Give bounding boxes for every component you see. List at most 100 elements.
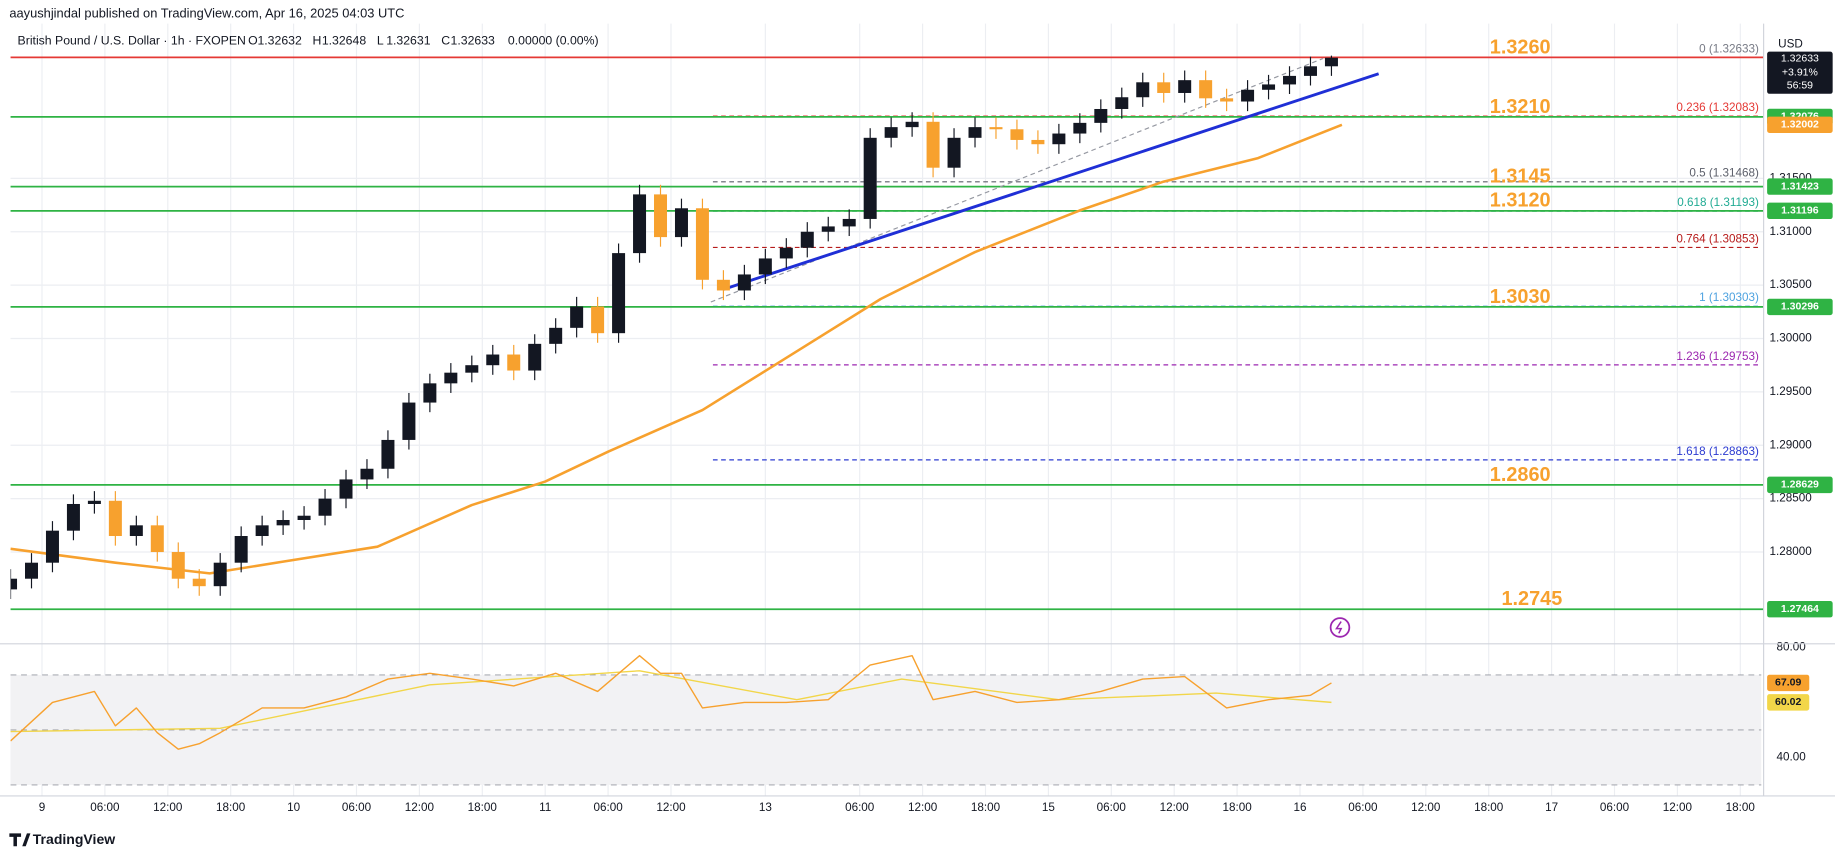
y-tick-label: 1.28000 [1769,545,1812,558]
candle-body [234,536,248,563]
candle-body [423,383,437,403]
candle-body [1010,129,1024,140]
event-icon-bolt [1335,621,1343,634]
candle-body [1115,97,1129,109]
level-badge [1767,476,1833,494]
x-tick-label: 06:00 [1097,801,1127,814]
fib-label: 1.618 (1.28863) [1676,445,1759,458]
candle-body [87,500,101,504]
candle-body [842,218,856,227]
x-tick-label: 12:00 [153,801,183,814]
ohlc-value: 1.32633 [451,33,496,47]
candle-body [779,247,793,259]
trendline [722,72,1380,291]
level-annotation: 1.2860 [1490,464,1551,486]
ohlc-key: O [248,33,258,47]
candle-body [213,562,227,587]
x-tick-label: 12:00 [405,801,435,814]
published-info: aayushjindal published on TradingView.co… [9,6,404,21]
level-badge [1767,601,1833,618]
x-tick-label: 13 [759,801,772,814]
y-tick-label: 1.30000 [1769,332,1812,345]
x-tick-label: 06:00 [593,801,623,814]
x-tick-label: 12:00 [908,801,938,814]
level-annotation: 1.3210 [1490,96,1551,118]
rsi-badge [1767,694,1810,711]
candle-body [612,253,626,334]
rsi-line [10,654,1332,750]
level-badge [1767,178,1833,195]
currency: USD [1778,38,1803,51]
moving-average [10,123,1343,575]
level-badge-label: 1.28629 [1781,479,1819,491]
x-tick-label: 12:00 [1663,801,1693,814]
candle-body [1136,82,1150,98]
candle-body [1220,98,1234,102]
candle-body [318,498,332,516]
candle-body [1052,133,1066,145]
level-badge-label: 1.31196 [1781,205,1819,217]
y-tick-label: 1.29000 [1769,438,1812,451]
x-tick-label: 06:00 [342,801,372,814]
ohlc-key: C [441,33,450,47]
candle-body [24,562,38,579]
x-tick-label: 12:00 [1411,801,1441,814]
candle-body [633,194,647,254]
level-annotation: 1.3145 [1490,165,1551,187]
x-tick-label: 18:00 [1474,801,1504,814]
x-tick-label: 12:00 [1160,801,1190,814]
event-icon[interactable] [1329,617,1351,638]
x-tick-label: 17 [1545,801,1558,814]
y-tick-label: 1.31000 [1769,225,1812,238]
candle-body [863,137,877,219]
candle-body [674,208,688,238]
candle-body [10,578,18,590]
ohlc-legend: O 1.32632 H 1.32648 L 1.32631 C 1.32633 0.00000 … [248,33,599,47]
x-tick-label: 9 [39,801,46,814]
candle-body [1324,57,1338,67]
candle-body [1199,80,1213,99]
candle-body [968,127,982,138]
level-annotation: 1.3260 [1490,36,1551,58]
countdown: 56:59 [1787,79,1813,91]
candle-body [905,121,919,128]
candle-body [947,137,961,168]
candle-body [821,226,835,232]
candle-body [1073,122,1087,134]
y-tick-label: 1.28500 [1769,492,1812,505]
level-badge [1767,202,1833,220]
ma-badge [1767,116,1833,133]
candle-body [884,127,898,138]
candle-body [360,468,374,480]
ohlc-key: H [312,33,321,47]
x-tick-label: 18:00 [1726,801,1756,814]
y-tick-label: 1.30500 [1769,278,1812,291]
candle-body [695,208,709,280]
x-tick-label: 18:00 [468,801,498,814]
ohlc-value: 1.32632 [257,33,302,47]
candle-body [528,343,542,371]
candle-body [192,578,206,587]
last-change: +3.91% [1782,67,1818,79]
level-badge-label: 1.30296 [1781,301,1819,313]
symbol-title: British Pound / U.S. Dollar · 1h · FXOPE… [18,33,246,47]
level-annotation: 1.3120 [1490,190,1551,212]
x-tick-label: 06:00 [845,801,875,814]
fib-label: 0 (1.32633) [1699,42,1759,55]
level-annotation: 1.2745 [1501,588,1562,610]
rsi-tick-label: 40.00 [1776,751,1806,764]
ma-badge-label: 1.32002 [1781,119,1819,131]
candle-body [108,500,122,537]
fib-label: 1.236 (1.29753) [1676,350,1759,363]
candle-body [276,519,290,526]
y-tick-label: 1.29500 [1769,385,1812,398]
candle-body [402,402,416,440]
fib-label: 0.5 (1.31468) [1689,167,1759,180]
x-tick-label: 18:00 [216,801,246,814]
candle-body [654,194,668,238]
candle-body [549,327,563,344]
candle-body [381,439,395,469]
x-tick-label: 16 [1293,801,1306,814]
